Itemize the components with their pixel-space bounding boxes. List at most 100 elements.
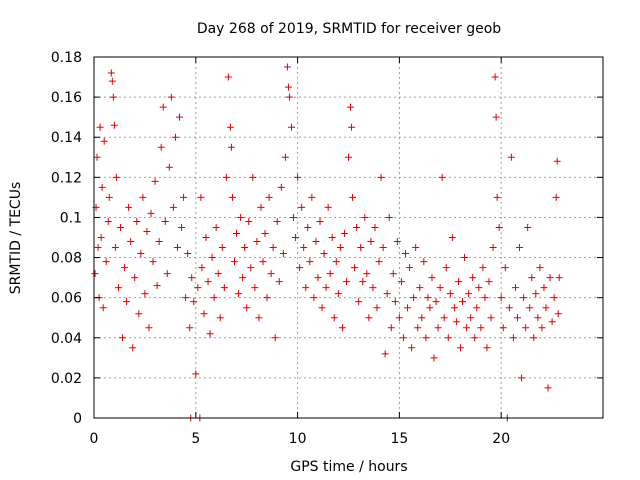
data-point bbox=[408, 344, 416, 352]
data-point bbox=[367, 238, 375, 246]
data-point bbox=[489, 244, 497, 252]
y-tick-label: 0 bbox=[73, 411, 82, 427]
data-point bbox=[365, 314, 373, 322]
data-point bbox=[133, 217, 141, 225]
data-point bbox=[555, 274, 563, 282]
y-tick-label: 0.12 bbox=[51, 170, 82, 186]
data-point bbox=[261, 229, 269, 237]
data-point bbox=[157, 143, 165, 151]
data-point bbox=[526, 304, 534, 312]
data-point bbox=[397, 278, 405, 286]
data-point bbox=[395, 314, 403, 322]
data-point bbox=[149, 258, 157, 266]
data-point bbox=[363, 270, 371, 278]
data-point bbox=[528, 274, 536, 282]
data-point bbox=[412, 244, 420, 252]
data-point bbox=[513, 314, 521, 322]
x-tick-label: 15 bbox=[390, 431, 408, 447]
data-point bbox=[369, 284, 377, 292]
data-point bbox=[377, 173, 385, 181]
data-point bbox=[176, 113, 184, 121]
data-point bbox=[473, 304, 481, 312]
data-point bbox=[107, 69, 115, 77]
data-point bbox=[208, 254, 216, 262]
y-tick-label: 0.18 bbox=[51, 50, 82, 66]
data-point bbox=[430, 354, 438, 362]
data-point bbox=[424, 294, 432, 302]
data-point bbox=[373, 304, 381, 312]
data-point bbox=[161, 217, 169, 225]
data-point bbox=[206, 330, 214, 338]
y-tick-label: 0.06 bbox=[51, 291, 82, 307]
data-point bbox=[491, 73, 499, 81]
data-point bbox=[320, 250, 328, 258]
data-point bbox=[253, 238, 261, 246]
data-point bbox=[271, 334, 279, 342]
data-point bbox=[485, 278, 493, 286]
data-point bbox=[483, 344, 491, 352]
data-point bbox=[522, 324, 530, 332]
data-point bbox=[112, 173, 120, 181]
data-point bbox=[159, 103, 167, 111]
data-point bbox=[436, 284, 444, 292]
data-point bbox=[186, 324, 194, 332]
y-tick-label: 0.08 bbox=[51, 251, 82, 267]
data-point bbox=[387, 324, 395, 332]
data-point bbox=[459, 298, 467, 306]
data-point bbox=[304, 223, 312, 231]
data-point bbox=[222, 173, 230, 181]
data-point bbox=[139, 193, 147, 201]
data-point bbox=[495, 223, 503, 231]
data-point bbox=[349, 193, 357, 201]
x-axis-label: GPS time / hours bbox=[290, 459, 407, 475]
data-point bbox=[294, 173, 302, 181]
data-point bbox=[505, 304, 513, 312]
data-point bbox=[471, 334, 479, 342]
data-point bbox=[212, 223, 220, 231]
data-point bbox=[410, 294, 418, 302]
data-point bbox=[283, 63, 291, 71]
data-point bbox=[463, 324, 471, 332]
data-point bbox=[444, 334, 452, 342]
data-point bbox=[465, 290, 473, 298]
data-point bbox=[105, 193, 113, 201]
data-point bbox=[428, 274, 436, 282]
data-point bbox=[381, 350, 389, 358]
data-point bbox=[520, 294, 528, 302]
data-point bbox=[548, 318, 556, 326]
data-point bbox=[393, 238, 401, 246]
data-point bbox=[94, 244, 102, 252]
data-point bbox=[554, 310, 562, 318]
data-point bbox=[534, 314, 542, 322]
data-point bbox=[542, 304, 550, 312]
y-tick-label: 0.02 bbox=[51, 371, 82, 387]
data-point bbox=[300, 244, 308, 252]
data-point bbox=[416, 284, 424, 292]
data-point bbox=[452, 318, 460, 326]
data-point bbox=[479, 264, 487, 272]
data-point bbox=[418, 314, 426, 322]
data-point bbox=[241, 244, 249, 252]
data-point bbox=[275, 278, 283, 286]
data-point bbox=[247, 264, 255, 272]
data-point bbox=[99, 304, 107, 312]
data-point bbox=[135, 310, 143, 318]
data-point bbox=[285, 93, 293, 101]
grid bbox=[94, 57, 603, 418]
data-point bbox=[249, 173, 257, 181]
data-point bbox=[284, 83, 292, 91]
data-point bbox=[552, 193, 560, 201]
data-point bbox=[538, 324, 546, 332]
data-point bbox=[336, 244, 344, 252]
data-point bbox=[442, 264, 450, 272]
data-point bbox=[324, 203, 332, 211]
data-point bbox=[342, 278, 350, 286]
data-point bbox=[216, 314, 224, 322]
data-point bbox=[434, 324, 442, 332]
x-tick-label: 20 bbox=[492, 431, 510, 447]
y-tick-label: 0.1 bbox=[60, 210, 82, 226]
data-point bbox=[330, 314, 338, 322]
plot-frame bbox=[93, 56, 604, 419]
data-point bbox=[438, 173, 446, 181]
